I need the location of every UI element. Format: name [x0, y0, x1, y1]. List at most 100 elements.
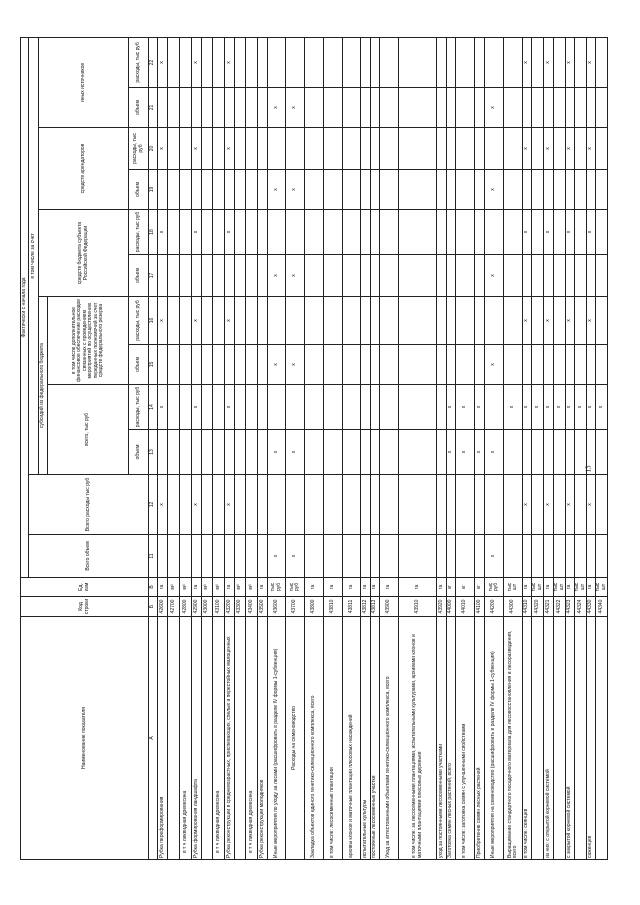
cell-col-11 [323, 534, 343, 578]
cell-col-20: x [522, 127, 532, 170]
cell-col-21 [191, 87, 202, 128]
cell-col-22 [379, 37, 399, 88]
column-number: 18 [148, 209, 158, 255]
cell-col-21 [167, 87, 180, 128]
cell-col-11 [379, 534, 399, 578]
cell-col-16 [234, 296, 246, 345]
cell-col-20 [455, 127, 475, 170]
row-name: Выращивание стандартного посадочного мат… [503, 616, 523, 860]
row-name [553, 616, 566, 860]
table-row: в том числе: заготовка семян с улучшенны… [455, 37, 475, 860]
cell-col-12: x [565, 474, 575, 535]
cell-col-13 [224, 429, 235, 475]
row-name: в т ч ликвидная древесина [179, 616, 192, 860]
row-unit: тыс шт [574, 577, 587, 597]
cell-col-14 [267, 384, 286, 430]
cell-col-14: x [574, 384, 587, 430]
cell-col-17 [398, 254, 437, 297]
cell-col-21 [436, 87, 447, 128]
cell-col-11: x [285, 534, 305, 578]
cell-col-14 [234, 384, 246, 430]
cell-col-11 [574, 534, 587, 578]
cell-col-13 [342, 429, 361, 475]
table-row: в т ч ликвидная древесина 42800 м³ [179, 37, 192, 860]
cell-col-19 [323, 169, 343, 210]
row-unit: тыс шт [503, 577, 523, 597]
cell-col-20 [398, 127, 437, 170]
row-code: 43300 [234, 596, 246, 617]
cell-col-22 [212, 37, 225, 88]
cell-col-18 [257, 209, 268, 255]
cell-col-19 [201, 169, 213, 210]
cell-col-20 [484, 127, 504, 170]
cell-col-12 [484, 474, 504, 535]
cell-col-13 [553, 429, 566, 475]
row-unit: га [191, 577, 202, 597]
cell-col-19 [370, 169, 380, 210]
cell-col-14: x [157, 384, 168, 430]
cell-col-16 [285, 296, 305, 345]
row-name: из них: с открытой корневой системой [543, 616, 554, 860]
cell-col-14 [245, 384, 258, 430]
cell-col-17 [531, 254, 544, 297]
cell-col-11 [257, 534, 268, 578]
cell-col-20 [474, 127, 485, 170]
cell-col-16: x [224, 296, 235, 345]
row-code: 43813 [370, 596, 380, 617]
cell-col-22 [503, 37, 523, 88]
cell-col-21 [212, 87, 225, 128]
row-unit: га [543, 577, 554, 597]
cell-col-15 [191, 344, 202, 385]
cell-col-16 [595, 296, 608, 345]
cell-col-15 [167, 344, 180, 385]
header-federal-total: всего, тыс руб [47, 384, 129, 475]
cell-col-16 [379, 296, 399, 345]
cell-col-19 [553, 169, 566, 210]
table-row: из них: с открытой корневой системой 4432… [543, 37, 554, 860]
cell-col-12: x [191, 474, 202, 535]
table-row: с закрытой корневой системой 44323 га x x x x x… [565, 37, 575, 860]
column-number: 21 [148, 87, 158, 128]
cell-col-20: x [586, 127, 596, 170]
cell-col-19 [257, 169, 268, 210]
table-row: Иные мероприятия на семеноводство (расши… [484, 37, 504, 860]
cell-col-11 [543, 534, 554, 578]
row-code: 44310 [522, 596, 532, 617]
cell-col-19: x [285, 169, 305, 210]
cell-col-21 [224, 87, 235, 128]
table-row: Приобретение семян лесных растений 44100 к… [474, 37, 485, 860]
cell-col-16 [201, 296, 213, 345]
row-code: 43910 [398, 596, 437, 617]
cell-col-17 [304, 254, 324, 297]
cell-col-12 [553, 474, 566, 535]
cell-col-22 [342, 37, 361, 88]
cell-col-17 [543, 254, 554, 297]
cell-col-14: x [565, 384, 575, 430]
cell-col-12 [595, 474, 608, 535]
table-row: Рубка формирования ландшафта 42900 га x x x x x… [191, 37, 202, 860]
cell-col-12 [323, 474, 343, 535]
cell-col-11: x [267, 534, 286, 578]
cell-col-18 [212, 209, 225, 255]
cell-col-12 [455, 474, 475, 535]
cell-col-13: x [285, 429, 305, 475]
cell-col-11: x [484, 534, 504, 578]
cell-col-16: x [565, 296, 575, 345]
header-other: иных источников [38, 37, 129, 128]
cell-col-22 [267, 37, 286, 88]
cell-col-14 [370, 384, 380, 430]
table-row: 43000 м³ [201, 37, 213, 860]
cell-col-12 [179, 474, 192, 535]
cell-col-12 [379, 474, 399, 535]
cell-col-11 [565, 534, 575, 578]
cell-col-16: x [586, 296, 596, 345]
cell-col-15 [323, 344, 343, 385]
cell-col-15 [304, 344, 324, 385]
cell-col-18: x [191, 209, 202, 255]
cell-col-22 [398, 37, 437, 88]
row-name: в том числе: сеянцев [522, 616, 532, 860]
row-name: архивы клонов и маточные плантации плюсо… [342, 616, 361, 860]
cell-col-19: x [267, 169, 286, 210]
cell-col-18 [285, 209, 305, 255]
row-unit: га [342, 577, 361, 597]
